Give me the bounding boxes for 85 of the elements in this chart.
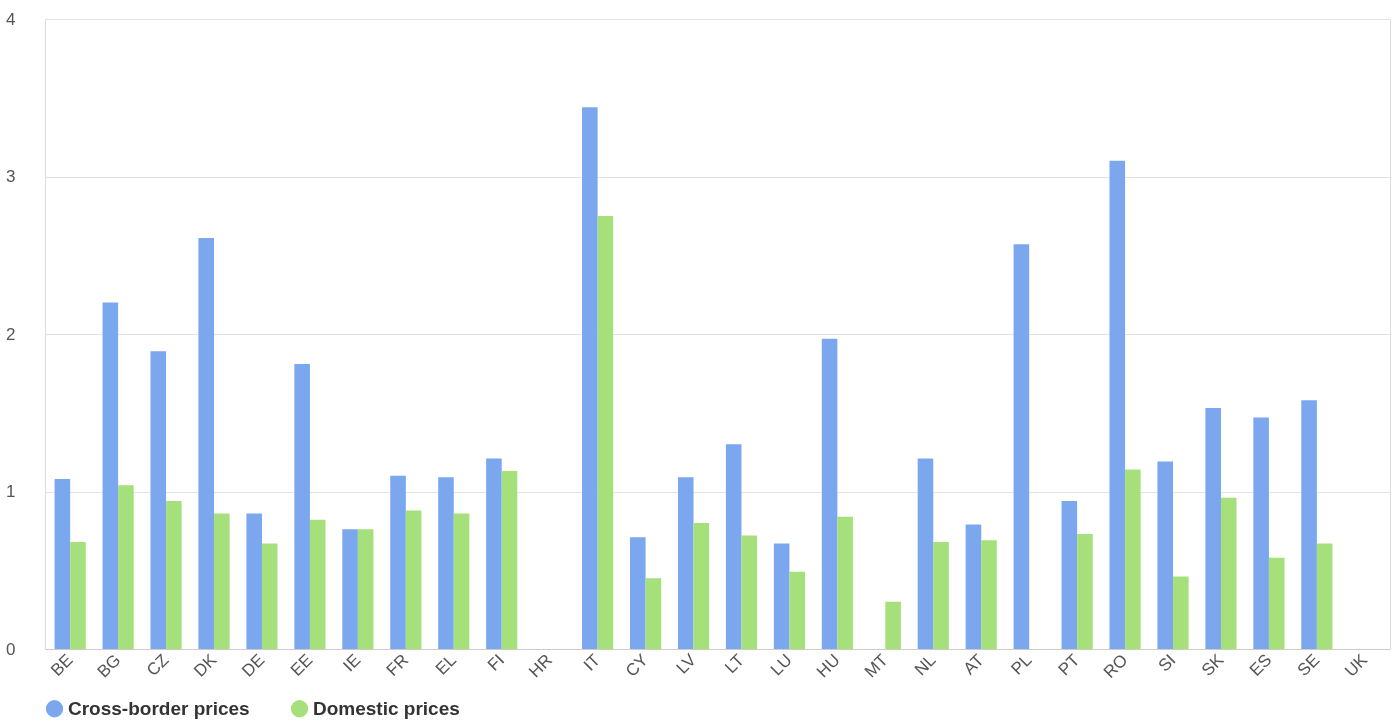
bar	[309, 519, 326, 649]
x-tick-label: AT	[959, 650, 988, 679]
bar	[1301, 400, 1317, 649]
bar	[789, 571, 806, 649]
bar	[821, 338, 838, 649]
bar	[1157, 461, 1174, 649]
bar	[693, 523, 710, 649]
bar	[1205, 408, 1221, 649]
x-tick-label: PL	[1007, 650, 1036, 679]
x-tick-label: LV	[672, 649, 701, 678]
bar	[1268, 557, 1285, 649]
bar	[917, 458, 934, 649]
x-tick-label: EL	[432, 650, 461, 679]
bar	[166, 500, 182, 649]
bar	[582, 107, 598, 649]
bar	[981, 540, 997, 649]
bar	[645, 578, 662, 649]
bar	[150, 351, 167, 649]
legend-label: Cross-border prices	[68, 697, 250, 719]
bar	[885, 601, 901, 649]
y-tick-label: 1	[6, 482, 16, 501]
bar	[453, 513, 470, 649]
x-tick-label: LT	[721, 650, 748, 677]
bar	[357, 529, 374, 649]
bar	[773, 543, 790, 649]
bar	[246, 513, 262, 649]
x-tick-label: HU	[812, 650, 844, 682]
x-tick-label: CY	[621, 650, 652, 681]
x-tick-label: FI	[483, 650, 509, 675]
bar	[1077, 534, 1093, 649]
bar	[70, 541, 86, 649]
bar	[214, 513, 230, 649]
bar	[725, 444, 742, 649]
x-tick-label: IT	[579, 650, 604, 675]
bar	[198, 237, 215, 649]
bar	[933, 541, 949, 649]
bar	[102, 302, 119, 649]
x-tick-label: SE	[1293, 650, 1324, 680]
x-tick-label: RO	[1099, 650, 1132, 682]
x-tick-label: MT	[860, 650, 892, 682]
x-tick-label: LU	[766, 650, 796, 680]
bar	[118, 485, 134, 649]
bar	[1109, 160, 1126, 649]
x-tick-label: IE	[339, 650, 365, 676]
bar	[1253, 417, 1269, 649]
x-tick-label: PT	[1054, 650, 1084, 680]
y-tick-label: 0	[6, 639, 16, 659]
bar	[405, 510, 422, 649]
bar	[1220, 497, 1237, 649]
x-tick-label: HR	[525, 650, 557, 682]
x-tick-label: EE	[286, 650, 317, 680]
bar	[1125, 469, 1141, 649]
x-tick-label: CZ	[142, 650, 173, 680]
bar	[837, 516, 853, 649]
x-tick-label: FR	[382, 650, 413, 680]
bar	[1013, 244, 1030, 649]
bar	[501, 471, 518, 649]
x-tick-label: SK	[1197, 649, 1228, 680]
bar	[677, 477, 694, 649]
bar	[486, 458, 502, 649]
x-tick-label: SI	[1154, 650, 1180, 676]
bar	[294, 363, 310, 649]
bar	[1316, 543, 1333, 649]
x-tick-label: ES	[1245, 650, 1276, 680]
bar	[390, 475, 406, 649]
bar	[965, 524, 982, 649]
x-tick-label: UK	[1341, 649, 1372, 681]
bar	[438, 477, 454, 649]
y-tick-label: 4	[6, 9, 16, 29]
x-tick-label: BG	[93, 650, 125, 682]
x-tick-label: BE	[47, 650, 77, 680]
bar	[261, 543, 278, 649]
y-tick-label: 3	[6, 167, 16, 186]
bar	[741, 535, 758, 649]
bar	[342, 529, 358, 649]
legend-label: Domestic prices	[313, 697, 460, 719]
bar	[629, 537, 646, 649]
y-tick-label: 2	[6, 324, 16, 344]
x-tick-label: DE	[238, 650, 269, 681]
bar	[597, 215, 614, 649]
bar	[1173, 576, 1189, 649]
x-tick-label: DK	[190, 649, 221, 681]
bar	[1061, 500, 1078, 649]
x-tick-label: NL	[910, 650, 940, 680]
bar	[54, 478, 71, 649]
